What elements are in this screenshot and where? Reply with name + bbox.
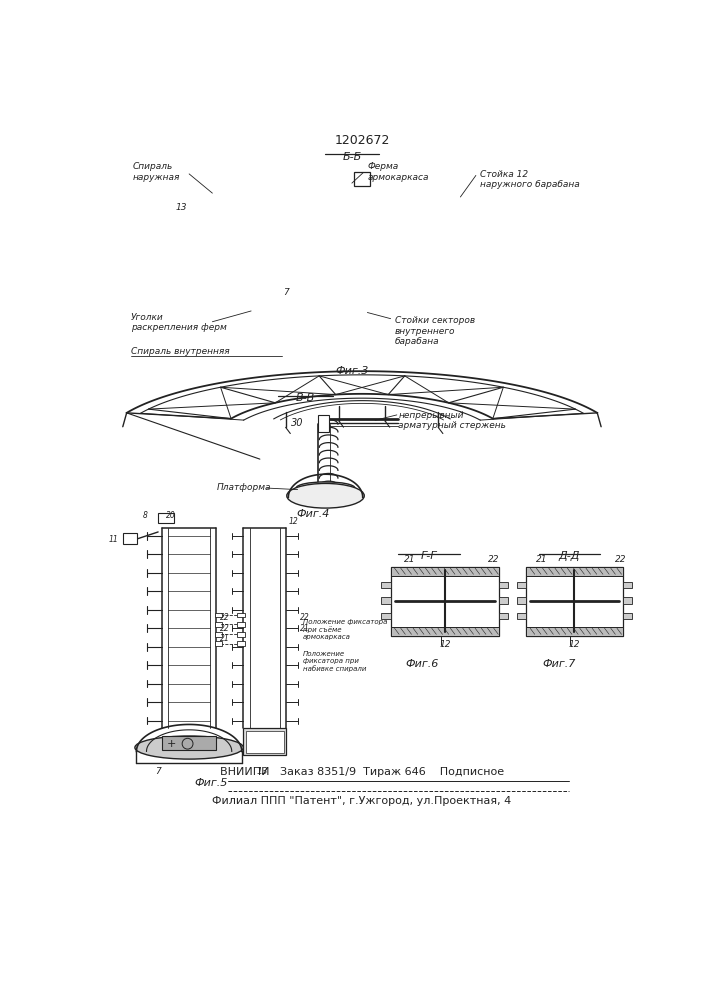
Text: В-В: В-В <box>296 393 315 403</box>
Bar <box>381 613 391 619</box>
Bar <box>517 597 526 604</box>
Bar <box>237 641 245 646</box>
Bar <box>381 597 391 604</box>
Text: 13: 13 <box>175 203 187 212</box>
Text: 22: 22 <box>220 613 230 622</box>
Text: 11: 11 <box>108 535 118 544</box>
Bar <box>215 622 223 627</box>
Bar <box>517 582 526 588</box>
Text: Фиг.7: Фиг.7 <box>543 659 576 669</box>
Text: Уголки
раскрепления ферм: Уголки раскрепления ферм <box>131 312 227 332</box>
Bar <box>237 613 245 617</box>
Text: Фиг.4: Фиг.4 <box>296 509 329 519</box>
Bar <box>215 613 223 617</box>
Text: 22: 22 <box>615 555 627 564</box>
Text: Положение
фиксатора при
набивке спирали: Положение фиксатора при набивке спирали <box>303 651 366 672</box>
Bar <box>499 597 508 604</box>
Text: Ферма
армокаркаса: Ферма армокаркаса <box>368 162 429 182</box>
Bar <box>391 627 499 636</box>
Bar <box>237 622 245 627</box>
Text: Спираль внутренняя: Спираль внутренняя <box>131 347 230 356</box>
Text: Фиг.5: Фиг.5 <box>194 778 228 788</box>
Text: 21: 21 <box>300 624 310 633</box>
Text: 20: 20 <box>166 511 175 520</box>
Bar <box>162 736 216 750</box>
Text: 30: 30 <box>291 418 304 428</box>
Text: Д-Д: Д-Д <box>558 551 580 561</box>
Text: непрерывный
арматурный стержень: непрерывный арматурный стержень <box>398 411 506 430</box>
Text: 7: 7 <box>283 288 289 297</box>
Ellipse shape <box>287 483 364 508</box>
Bar <box>623 613 633 619</box>
Bar <box>526 567 623 576</box>
Bar <box>391 567 499 636</box>
Text: Стойки секторов
внутреннего
барабана: Стойки секторов внутреннего барабана <box>395 316 474 346</box>
Text: 21: 21 <box>220 634 230 643</box>
Text: 13: 13 <box>257 767 269 776</box>
Text: 22: 22 <box>220 624 230 633</box>
Bar <box>623 582 633 588</box>
Bar <box>243 728 286 755</box>
Text: Б-Б: Б-Б <box>342 152 361 162</box>
Bar <box>526 567 623 636</box>
Text: Фиг.6: Фиг.6 <box>405 659 438 669</box>
Text: ВНИИПИ   Заказ 8351/9  Тираж 646    Подписное: ВНИИПИ Заказ 8351/9 Тираж 646 Подписное <box>220 767 504 777</box>
Text: Г-Г: Г-Г <box>421 551 438 561</box>
Bar <box>381 582 391 588</box>
Text: Фиг.3: Фиг.3 <box>335 366 368 376</box>
Bar <box>517 613 526 619</box>
Bar <box>123 533 137 544</box>
Text: +: + <box>167 739 176 749</box>
Text: 12: 12 <box>288 517 298 526</box>
Bar <box>246 731 284 753</box>
Text: 22: 22 <box>488 555 499 564</box>
Text: Платформа: Платформа <box>216 483 271 492</box>
Bar <box>158 513 174 523</box>
Bar <box>215 641 223 646</box>
Text: 1202672: 1202672 <box>334 134 390 147</box>
Bar <box>623 597 633 604</box>
Text: Филиал ППП "Патент", г.Ужгород, ул.Проектная, 4: Филиал ППП "Патент", г.Ужгород, ул.Проек… <box>212 796 512 806</box>
Text: Стойка 12
наружного барабана: Стойка 12 наружного барабана <box>480 170 580 189</box>
Text: 8: 8 <box>143 511 147 520</box>
Bar <box>354 172 370 186</box>
Bar <box>317 415 329 432</box>
Text: 21: 21 <box>536 555 547 564</box>
Bar <box>215 632 223 637</box>
Text: 12: 12 <box>439 640 450 649</box>
Ellipse shape <box>296 482 355 494</box>
Text: 22: 22 <box>300 613 310 622</box>
Text: Положение фиксатора
при съёме
армокаркаса: Положение фиксатора при съёме армокаркас… <box>303 619 387 640</box>
Bar <box>499 613 508 619</box>
Bar <box>499 582 508 588</box>
Text: Спираль
наружная: Спираль наружная <box>132 162 180 182</box>
Text: 21: 21 <box>404 555 416 564</box>
Text: 12: 12 <box>568 640 580 649</box>
Bar <box>526 627 623 636</box>
Bar <box>237 632 245 637</box>
Text: 7: 7 <box>156 767 161 776</box>
Ellipse shape <box>135 736 243 759</box>
Bar <box>391 567 499 576</box>
